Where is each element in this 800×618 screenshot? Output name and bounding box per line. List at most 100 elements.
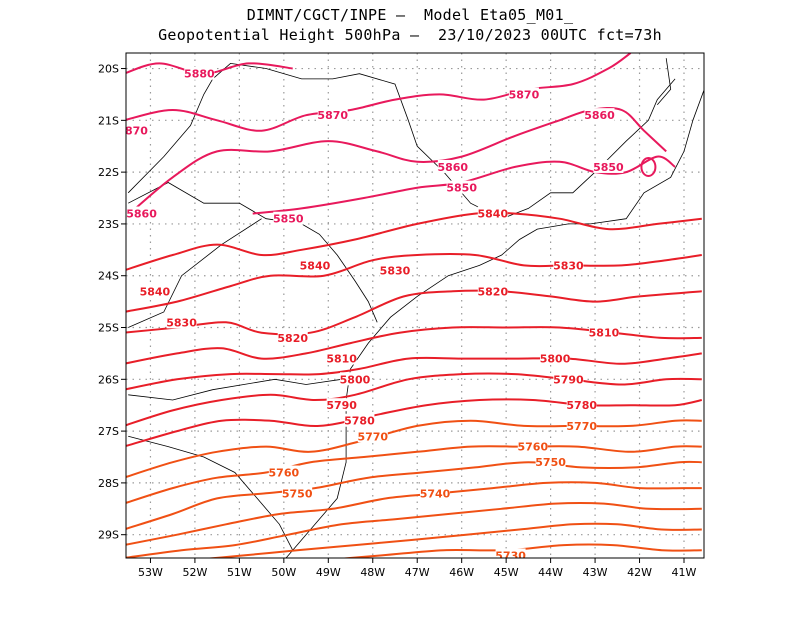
contour-label: 5830 xyxy=(380,265,411,278)
contour-line-5790 xyxy=(126,372,702,427)
contour-label-background xyxy=(344,413,375,427)
lon-tick-label: 50W xyxy=(271,566,296,579)
contour-label: 5810 xyxy=(326,353,357,366)
contour-label: 5870 xyxy=(317,109,348,122)
contour-label-background xyxy=(139,284,170,298)
lat-tick-label: 23S xyxy=(98,218,119,231)
contour-label: 5820 xyxy=(477,285,508,298)
lat-tick-label: 27S xyxy=(98,425,119,438)
contour-line-5780 xyxy=(126,398,703,448)
contour-label: 5770 xyxy=(566,420,597,433)
contour-label: 5760 xyxy=(269,467,300,480)
contour-label: 5850 xyxy=(446,182,477,195)
lon-tick-label: 46W xyxy=(449,566,474,579)
contour-label: 5850 xyxy=(593,161,624,174)
lon-tick-label: 48W xyxy=(360,566,385,579)
contour-labels: 5880 5870 5870 5870 5860 5860 5860 5850 5850 5850… xyxy=(117,66,624,558)
lon-tick-label: 42W xyxy=(627,566,652,579)
contour-label-background xyxy=(299,258,330,272)
lon-tick-label: 51W xyxy=(227,566,252,579)
contour-label: 5860 xyxy=(437,161,468,174)
contour-label-background xyxy=(357,429,388,443)
contour-label-background xyxy=(540,351,571,365)
contour-label-background xyxy=(477,206,508,220)
contour-label: 5800 xyxy=(340,373,371,386)
contour-label: 5820 xyxy=(277,332,308,345)
contour-label: 5860 xyxy=(126,208,157,221)
lat-tick-label: 29S xyxy=(98,529,119,542)
contour-label: 5790 xyxy=(326,399,357,412)
contour-label-background xyxy=(437,159,468,173)
latitude-ticks: 20S 21S 22S 23S 24S 25S 26S 27S 28S 29S xyxy=(98,63,126,542)
contour-label-background xyxy=(277,330,308,344)
contour-line-5850 xyxy=(252,155,676,215)
contour-line-5760 xyxy=(126,445,702,504)
contour-label-background xyxy=(566,418,597,432)
contour-label: 5860 xyxy=(584,109,615,122)
lon-tick-label: 44W xyxy=(538,566,563,579)
contour-label: 5870 xyxy=(509,88,540,101)
contour-line-5710 xyxy=(338,543,702,558)
contour-line-5740 xyxy=(126,481,702,546)
lon-tick-label: 43W xyxy=(583,566,608,579)
contour-label-background xyxy=(326,351,357,365)
contour-label-background xyxy=(566,398,597,412)
contour-label: 5830 xyxy=(553,259,584,272)
contour-line-5870 xyxy=(126,53,632,132)
contour-line-5800 xyxy=(126,352,702,391)
contour-label-background xyxy=(317,108,348,122)
lat-tick-label: 24S xyxy=(98,270,119,283)
contour-label-background xyxy=(584,108,615,122)
contour-label-background xyxy=(126,123,148,137)
boundary-line xyxy=(128,435,294,551)
contour-label: 5800 xyxy=(540,353,571,366)
contour-line-5840 xyxy=(126,211,702,271)
contour-label: 5780 xyxy=(566,399,597,412)
contour-line-5730 xyxy=(126,502,702,558)
contour-line-5820 xyxy=(126,289,702,336)
contour-label: 5780 xyxy=(344,415,375,428)
contour-line-5770 xyxy=(126,419,702,479)
contour-label: 5830 xyxy=(166,316,197,329)
graticule xyxy=(126,53,704,558)
contour-label-background xyxy=(282,486,313,500)
lat-tick-label: 26S xyxy=(98,373,119,386)
lon-tick-label: 41W xyxy=(672,566,697,579)
lat-tick-label: 21S xyxy=(98,114,119,127)
contour-label-background xyxy=(517,439,548,453)
contour-label-background xyxy=(166,315,197,329)
boundary-line xyxy=(128,378,342,401)
contour-label: 5840 xyxy=(140,285,171,298)
contour-label-background xyxy=(273,211,304,225)
contour-label: 5810 xyxy=(589,327,620,340)
contour-label-background xyxy=(535,455,566,469)
contour-label-background xyxy=(339,372,370,386)
contour-label: 5790 xyxy=(553,373,584,386)
contour-label: 5760 xyxy=(518,441,549,454)
closed-contour xyxy=(640,156,657,177)
contour-label-background xyxy=(420,486,451,500)
contour-label-background xyxy=(553,372,584,386)
map-title-line-2: Geopotential Height 500hPa – 23/10/2023 … xyxy=(158,26,662,44)
map-title-line-1: DIMNT/CGCT/INPE – Model Eta05_M01_ xyxy=(246,6,574,24)
contour-line-5860 xyxy=(126,106,667,219)
boundary-line xyxy=(656,58,672,106)
lon-tick-label: 53W xyxy=(138,566,163,579)
contour-label: 5870 xyxy=(117,125,148,138)
contour-label: 5750 xyxy=(282,487,313,500)
contour-label-background xyxy=(326,398,357,412)
contour-label-background xyxy=(508,87,539,101)
lon-tick-label: 49W xyxy=(316,566,341,579)
contour-label: 5880 xyxy=(184,68,215,81)
contour-label: 5850 xyxy=(273,213,304,226)
lat-tick-label: 25S xyxy=(98,322,119,335)
contour-label: 5840 xyxy=(477,208,508,221)
contour-label-background xyxy=(126,206,157,220)
plot-frame xyxy=(125,52,705,559)
contour-label-background xyxy=(184,66,215,80)
contour-label: 5740 xyxy=(420,487,451,500)
contour-label-background xyxy=(553,258,584,272)
contour-line-5720 xyxy=(203,522,702,558)
coastline-and-borders xyxy=(127,58,704,558)
